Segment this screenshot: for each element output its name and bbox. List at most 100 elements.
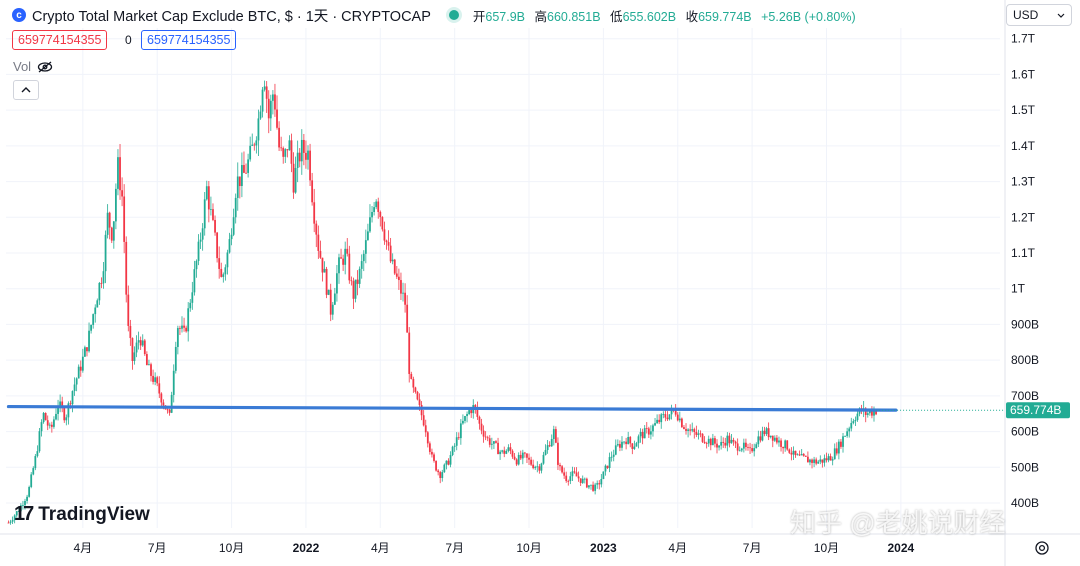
candle-up	[550, 439, 553, 447]
candle-up	[154, 377, 157, 382]
candle-up	[53, 419, 55, 427]
x-tick-label: 2023	[590, 541, 617, 555]
candle-down	[658, 419, 661, 423]
candle-up	[691, 429, 694, 431]
candle-down	[46, 420, 49, 426]
x-tick-label: 10月	[219, 541, 244, 555]
candle-down	[495, 441, 497, 443]
settings-gear-icon[interactable]	[1034, 540, 1050, 556]
candle-down	[666, 417, 669, 420]
candle-up	[104, 234, 107, 272]
candle-up	[707, 438, 710, 444]
collapse-legend-button[interactable]	[13, 80, 39, 100]
candle-down	[825, 458, 828, 461]
candle-down	[298, 152, 301, 162]
candle-up	[813, 459, 815, 463]
candle-down	[424, 425, 427, 433]
candle-down	[526, 453, 528, 458]
indicator-value-blue[interactable]: 659774154355	[141, 30, 237, 50]
candle-down	[641, 431, 644, 439]
candle-down	[274, 94, 276, 110]
candle-down	[674, 410, 677, 415]
candle-down	[732, 439, 735, 442]
candle-down	[309, 150, 311, 181]
candle-up	[445, 460, 448, 465]
candle-up	[443, 464, 446, 473]
currency-select[interactable]: USD	[1006, 4, 1072, 26]
candle-down	[751, 448, 754, 452]
indicator-value-red[interactable]: 659774154355	[12, 30, 108, 50]
candle-up	[193, 269, 196, 293]
x-tick-label: 4月	[668, 541, 687, 555]
candle-down	[538, 466, 541, 471]
candle-down	[782, 446, 785, 449]
candle-up	[360, 261, 363, 269]
candle-up	[81, 356, 84, 371]
volume-label: Vol	[13, 59, 32, 74]
candle-up	[464, 416, 466, 421]
candle-up	[364, 240, 367, 254]
candle-up	[493, 441, 495, 444]
y-tick-label: 1.6T	[1011, 67, 1036, 81]
symbol-title[interactable]: Crypto Total Market Cap Exclude BTC, $ ·…	[32, 8, 431, 25]
candle-up	[55, 413, 57, 420]
candle-up	[94, 307, 97, 315]
candle-down	[129, 325, 132, 339]
candle-up	[402, 292, 404, 294]
candle-down	[815, 459, 818, 464]
candle-down	[806, 456, 809, 463]
candle-up	[468, 410, 471, 415]
candle-up	[271, 94, 274, 101]
candle-down	[771, 435, 774, 441]
candle-down	[705, 443, 708, 444]
candle-up	[112, 221, 115, 241]
candle-up	[331, 304, 334, 315]
candle-up	[718, 445, 720, 448]
candle-down	[515, 459, 518, 465]
candle-down	[528, 457, 530, 460]
candle-down	[412, 378, 415, 388]
candle-up	[542, 454, 545, 464]
candle-down	[431, 451, 433, 455]
candle-down	[625, 441, 628, 445]
candle-down	[313, 202, 316, 224]
low-value: 655.602B	[622, 9, 677, 24]
candle-up	[837, 441, 840, 454]
candle-up	[761, 430, 764, 441]
candle-up	[459, 423, 462, 439]
candle-down	[179, 328, 181, 329]
chart-header: c Crypto Total Market Cap Exclude BTC, $…	[12, 5, 856, 25]
candle-down	[100, 282, 103, 284]
candle-up	[765, 428, 768, 435]
candle-down	[63, 408, 66, 421]
open-value: 657.9B	[485, 9, 526, 24]
indicator-value-zero: 0	[125, 33, 132, 47]
candle-up	[59, 401, 62, 406]
y-tick-label: 700B	[1011, 389, 1039, 403]
candle-up	[552, 429, 555, 440]
candle-down	[119, 157, 121, 191]
candle-up	[604, 465, 607, 472]
candle-up	[635, 443, 638, 447]
candle-up	[236, 176, 239, 198]
candle-up	[614, 445, 617, 455]
eye-hidden-icon[interactable]	[37, 61, 53, 73]
candle-down	[61, 401, 64, 409]
candle-up	[850, 422, 853, 429]
candle-down	[716, 443, 718, 448]
candle-down	[207, 186, 210, 210]
candle-up	[831, 459, 834, 461]
x-tick-label: 10月	[516, 541, 541, 555]
candle-down	[759, 436, 762, 441]
candle-up	[730, 439, 733, 444]
candle-down	[821, 459, 824, 463]
candle-up	[174, 346, 177, 371]
candle-down	[131, 338, 134, 361]
candle-up	[670, 409, 673, 415]
candle-up	[633, 446, 636, 449]
candle-up	[65, 417, 68, 421]
candle-up	[98, 282, 101, 301]
candle-up	[9, 521, 12, 523]
candle-up	[796, 454, 799, 456]
